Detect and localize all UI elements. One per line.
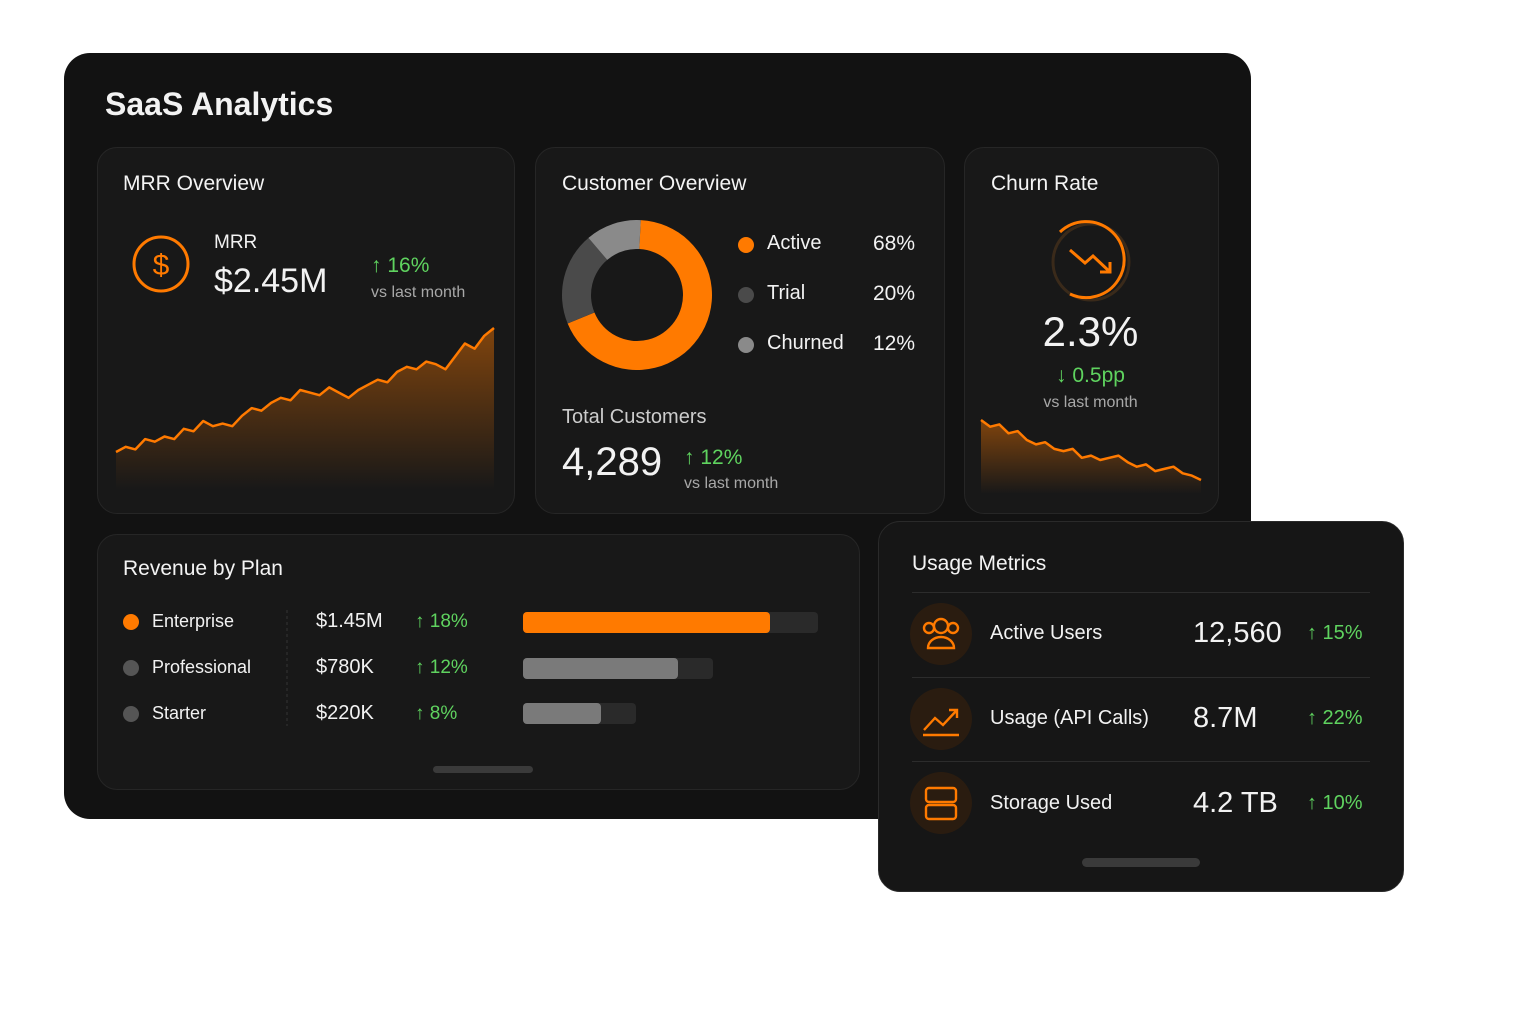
legend-label: Churned	[767, 332, 844, 354]
metric-change: ↑ 15%	[1307, 622, 1363, 644]
bar-fill	[523, 703, 601, 724]
dollar-icon	[132, 235, 190, 293]
legend-value: 20%	[872, 282, 915, 305]
metric-change: ↑ 22%	[1307, 707, 1363, 729]
metric-label: Active Users	[990, 622, 1103, 644]
metric-value: 4.2 TB	[1193, 787, 1278, 819]
plan-name: Professional	[152, 657, 252, 677]
mrr-label: MRR	[214, 232, 258, 253]
scroll-handle	[433, 766, 533, 773]
trend-line	[115, 327, 495, 454]
trend-area	[981, 420, 1201, 494]
mrr-change: ↑ 16%	[371, 254, 430, 277]
plan-amount: $780K	[316, 656, 374, 678]
plan-dot	[123, 614, 139, 630]
icon-bg	[910, 688, 972, 750]
mrr-note: vs last month	[371, 284, 466, 301]
usage-panel: Usage Metrics Active Users 12,560 ↑ 15% Usa…	[878, 521, 1404, 892]
plan-change: ↑ 12%	[415, 657, 468, 678]
metric-label: Usage (API Calls)	[990, 707, 1149, 729]
plan-name: Starter	[152, 703, 207, 723]
dollar-glyph: $	[153, 249, 170, 282]
plan-amount: $220K	[316, 702, 374, 724]
legend-dot	[738, 337, 754, 353]
plan-change: ↑ 18%	[415, 611, 468, 632]
card-title: Customer Overview	[562, 172, 747, 195]
revenue-card	[97, 534, 860, 790]
trend-line	[980, 418, 1202, 482]
plan-name: Enterprise	[152, 611, 235, 631]
trend-icon	[923, 708, 959, 737]
page-title: SaaS Analytics	[105, 86, 334, 122]
bar-fill	[523, 612, 770, 633]
metric-value: 12,560	[1193, 617, 1282, 649]
plan-change: ↑ 8%	[415, 703, 458, 724]
churn-icon-ring	[1051, 222, 1131, 302]
legend-label: Trial	[767, 282, 806, 304]
card-title: Churn Rate	[991, 172, 1099, 195]
total-label: Total Customers	[562, 406, 707, 428]
churn-value: 2.3%	[1042, 308, 1139, 355]
metric-label: Storage Used	[990, 792, 1113, 814]
divider	[912, 761, 1370, 762]
plan-dot	[123, 706, 139, 722]
metric-change: ↑ 10%	[1307, 792, 1363, 814]
churn-icon-arc	[1058, 220, 1126, 300]
divider	[912, 592, 1370, 593]
donut-segment	[567, 220, 713, 371]
donut-segment	[562, 237, 608, 324]
divider	[912, 677, 1370, 678]
legend-dot	[738, 287, 754, 303]
legend-dot	[738, 237, 754, 253]
plan-dot	[123, 660, 139, 676]
churn-note: vs last month	[1043, 394, 1138, 411]
legend-value: 68%	[872, 232, 915, 255]
total-value: 4,289	[562, 440, 663, 484]
scroll-handle	[1082, 858, 1200, 867]
users-icon	[922, 617, 960, 650]
legend-value: 12%	[872, 332, 915, 355]
legend-label: Active	[767, 232, 822, 254]
usage-icons	[910, 603, 1200, 867]
bar-fill	[523, 658, 678, 679]
storage-icon	[924, 786, 958, 821]
churn-change: ↓ 0.5pp	[1056, 364, 1125, 387]
card-title: Usage Metrics	[912, 552, 1047, 575]
card-title: Revenue by Plan	[123, 557, 283, 580]
mrr-value: $2.45M	[214, 262, 328, 300]
churn-icon-arrow	[1069, 248, 1112, 274]
total-change: ↑ 12%	[684, 446, 743, 469]
metric-value: 8.7M	[1193, 702, 1258, 734]
card-title: MRR Overview	[123, 172, 265, 195]
total-note: vs last month	[684, 475, 779, 492]
donut-segment	[588, 220, 641, 260]
trend-area	[116, 328, 494, 490]
plan-amount: $1.45M	[316, 610, 383, 632]
